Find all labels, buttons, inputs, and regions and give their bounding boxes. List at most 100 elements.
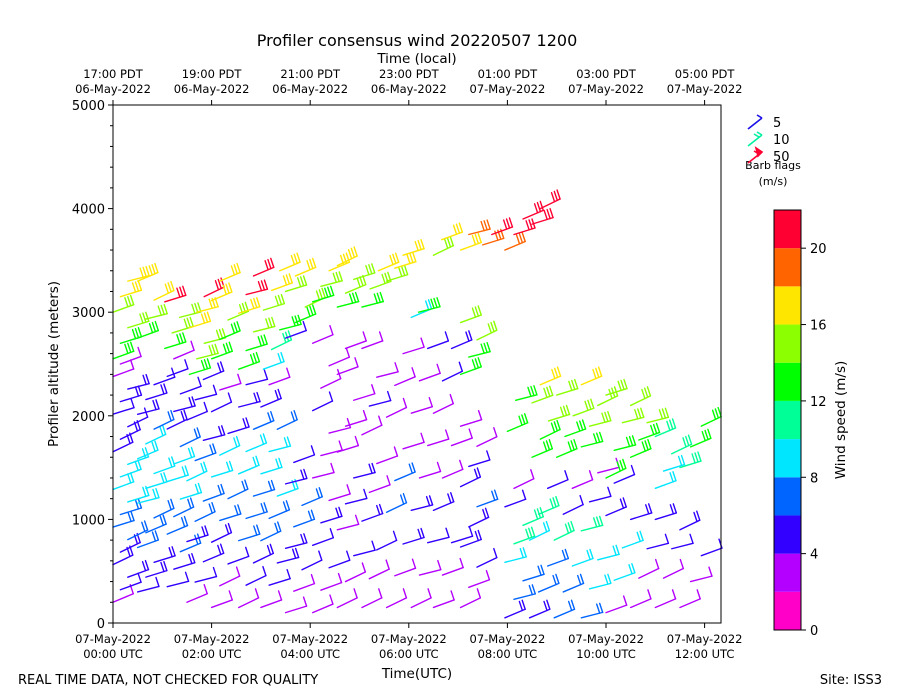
wind-barb xyxy=(440,222,464,241)
wind-barb xyxy=(546,548,570,567)
wind-barb xyxy=(320,440,343,457)
wind-barb xyxy=(153,456,176,475)
wind-barb xyxy=(166,409,188,430)
wind-barb xyxy=(418,363,441,382)
wind-barb xyxy=(654,418,677,438)
wind-barb xyxy=(459,588,482,609)
wind-barb xyxy=(368,475,391,494)
wind-barb xyxy=(145,424,167,445)
wind-barb xyxy=(377,252,400,272)
wind-barb xyxy=(112,294,135,313)
wind-barb xyxy=(450,428,473,447)
wind-barb xyxy=(153,546,176,564)
x-tick-date: 07-May-2022 xyxy=(75,632,151,646)
wind-barb xyxy=(119,385,143,403)
wind-barb xyxy=(304,287,326,308)
wind-barb xyxy=(173,340,195,360)
wind-barb xyxy=(194,502,216,522)
wind-barb xyxy=(145,514,167,534)
wind-barb xyxy=(468,341,491,358)
colorbar-segment xyxy=(774,591,801,630)
wind-barb xyxy=(166,359,189,378)
wind-barb xyxy=(531,207,554,225)
wind-barb xyxy=(662,558,685,579)
wind-barb xyxy=(528,599,551,619)
wind-barb xyxy=(219,373,242,391)
wind-barb xyxy=(476,427,498,448)
wind-barb xyxy=(178,302,202,319)
x-axis-label: Time(UTC) xyxy=(381,666,452,682)
barb-flag-legend: Barb flags (m/s) 5 10 50 xyxy=(745,114,801,188)
wind-barb xyxy=(605,378,628,396)
wind-barb xyxy=(522,507,544,527)
wind-barb xyxy=(513,218,536,236)
wind-barb xyxy=(689,428,712,448)
quality-notice: REAL TIME DATA, NOT CHECKED FOR QUALITY xyxy=(18,673,319,688)
wind-barb xyxy=(294,304,317,324)
wind-barb xyxy=(629,503,653,521)
wind-barb xyxy=(328,484,351,502)
x-tick-time: 12:00 UTC xyxy=(675,647,735,661)
wind-barb xyxy=(679,510,701,531)
wind-barb xyxy=(613,435,637,452)
wind-barb xyxy=(572,398,595,417)
wind-barb xyxy=(654,589,677,609)
wind-barb xyxy=(629,386,652,407)
wind-barb xyxy=(417,297,441,313)
wind-barb xyxy=(571,548,594,567)
wind-barb xyxy=(376,446,399,465)
x-tick-time: 04:00 UTC xyxy=(280,647,340,661)
wind-barb xyxy=(245,369,269,386)
wind-barb xyxy=(268,436,292,453)
wind-barb xyxy=(112,341,135,360)
wind-barb xyxy=(605,595,628,614)
wind-barb xyxy=(385,588,408,609)
y-tick-label: 5000 xyxy=(72,99,105,114)
wind-barb xyxy=(276,409,298,430)
wind-barb xyxy=(700,406,722,427)
wind-barb xyxy=(597,457,620,474)
y-tick-label: 1000 xyxy=(72,513,105,528)
wind-barb xyxy=(476,489,499,508)
wind-barb xyxy=(588,573,612,590)
wind-barb xyxy=(270,330,293,351)
wind-barb xyxy=(336,435,360,453)
colorbar-segment xyxy=(774,248,801,287)
wind-barb xyxy=(311,594,334,614)
wind-barb xyxy=(328,417,352,434)
colorbar-segment xyxy=(774,400,801,440)
wind-barb xyxy=(112,359,135,378)
wind-barb xyxy=(361,331,384,350)
wind-barb xyxy=(173,396,196,413)
wind-barb xyxy=(119,346,142,365)
wind-barb xyxy=(679,451,702,469)
wind-barb xyxy=(556,378,579,396)
wind-barb xyxy=(311,285,335,303)
wind-barb xyxy=(284,533,308,549)
wind-barb xyxy=(361,588,383,609)
wind-barb xyxy=(629,589,652,609)
colorbar-tick-label: 0 xyxy=(810,624,818,639)
wind-barb xyxy=(252,257,275,277)
wind-barb xyxy=(537,495,560,515)
wind-barb xyxy=(166,465,189,483)
wind-barb xyxy=(311,325,334,344)
colorbar-tick-label: 20 xyxy=(810,242,827,257)
wind-barb xyxy=(127,559,150,578)
wind-barb xyxy=(127,520,149,541)
top-tick-time: 19:00 PDT xyxy=(182,67,243,81)
wind-speed-colorbar: 0 4 8 12 16 20 xyxy=(773,209,827,639)
wind-barb xyxy=(311,462,335,479)
wind-barb xyxy=(186,461,208,482)
wind-barb xyxy=(504,231,526,251)
wind-barb xyxy=(426,527,450,544)
wind-barb xyxy=(671,533,694,550)
wind-barb xyxy=(328,347,351,367)
wind-barb xyxy=(553,599,576,619)
wind-barb xyxy=(293,573,316,592)
wind-barb xyxy=(513,584,536,601)
wind-barb xyxy=(293,445,316,464)
wind-barb xyxy=(613,464,636,484)
wind-barb xyxy=(410,299,433,319)
wind-barb xyxy=(210,392,233,413)
